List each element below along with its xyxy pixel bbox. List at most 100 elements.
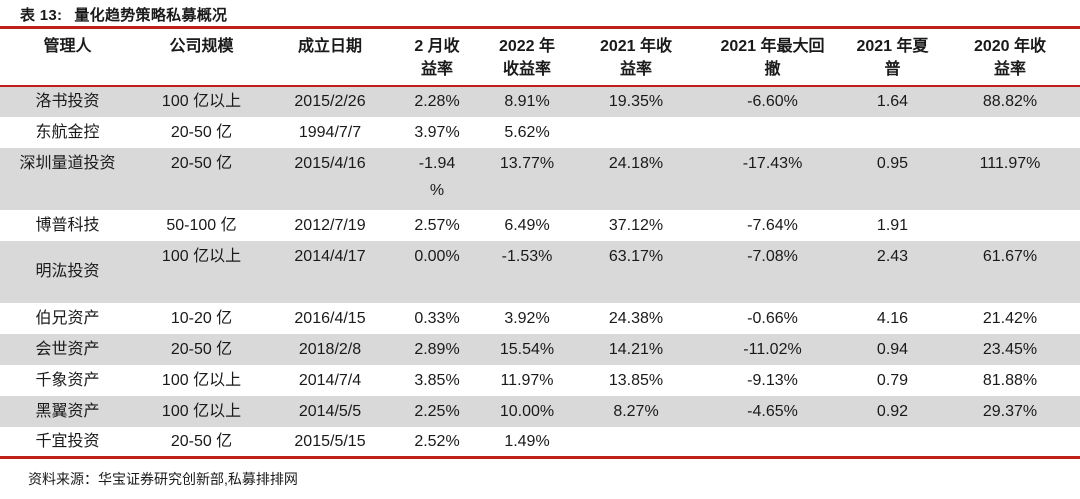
cell: 19.35%	[608, 93, 664, 110]
cell	[940, 427, 1080, 458]
cell: 3.85%	[414, 371, 460, 389]
cell: 2.57%	[414, 216, 460, 234]
column-header-8: 2020 年收 益率	[973, 38, 1047, 78]
cell: 8.91%	[504, 93, 550, 110]
cell: 0.33%	[414, 309, 460, 327]
cell: 11.97%	[500, 371, 554, 389]
cell: 100 亿以上	[161, 371, 242, 389]
table-number-label: 表 13:	[20, 7, 63, 24]
column-header-3: 2 月收 益率	[414, 38, 460, 78]
cell: 2015/4/16	[294, 154, 366, 172]
table-body: 洛书投资 100 亿以上 2015/2/26 2.28% 8.91% 19.35% -6.6…	[0, 85, 1080, 458]
table-row: 千宜投资 20-50 亿 2015/5/15 2.52% 1.49%	[0, 427, 1080, 458]
cell-manager-name: 会世资产	[35, 340, 100, 358]
column-header-1: 公司规模	[169, 38, 234, 55]
cell: 21.42%	[982, 309, 1038, 327]
cell: 1.91	[876, 216, 909, 234]
cell	[845, 427, 940, 458]
cell	[700, 117, 845, 148]
cell: 2.89%	[414, 340, 460, 358]
cell-manager-name: 博普科技	[35, 216, 100, 234]
column-header-7: 2021 年夏 普	[856, 38, 929, 78]
cell: 2015/5/15	[294, 432, 366, 450]
cell: 24.38%	[608, 309, 664, 327]
cell: 88.82%	[982, 93, 1038, 110]
cell: 0.92	[876, 402, 909, 420]
cell: 4.16	[876, 309, 909, 327]
cell-manager-name: 黑翼资产	[35, 402, 100, 420]
cell: 5.62%	[504, 123, 550, 141]
cell-manager-name: 明汯投资	[35, 263, 100, 280]
cell	[572, 117, 700, 148]
cell: 1994/7/7	[298, 123, 362, 141]
cell: 20-50 亿	[170, 432, 233, 450]
column-header-5: 2021 年收 益率	[599, 38, 673, 78]
cell: 61.67%	[982, 247, 1038, 265]
cell: 0.95	[876, 154, 909, 172]
cell: 0.00%	[414, 247, 460, 265]
cell: 15.54%	[499, 340, 555, 358]
cell: 3.92%	[504, 309, 550, 327]
cell: 2.25%	[414, 402, 460, 420]
cell: 2014/4/17	[294, 247, 366, 265]
cell: -11.02%	[743, 340, 802, 358]
page-title: 量化趋势策略私募概况	[74, 7, 228, 24]
cell: 2016/4/15	[294, 309, 366, 327]
table-row: 会世资产 20-50 亿 2018/2/8 2.89% 15.54% 14.21% -11.…	[0, 333, 1080, 365]
column-header-4: 2022 年 收益率	[498, 38, 556, 78]
cell: 10-20 亿	[170, 309, 233, 327]
cell: 8.27%	[613, 402, 659, 420]
cell-manager-name: 千象资产	[35, 371, 100, 389]
cell-manager-name: 伯兄资产	[35, 309, 100, 327]
table-row: 黑翼资产 100 亿以上 2014/5/5 2.25% 10.00% 8.27% -4.65…	[0, 395, 1080, 427]
cell: -4.65%	[747, 402, 798, 420]
cell: 2014/7/4	[298, 371, 362, 389]
cell-manager-name: 深圳量道投资	[19, 154, 116, 172]
table-row: 东航金控 20-50 亿 1994/7/7 3.97% 5.62%	[0, 117, 1080, 148]
cell: 37.12%	[608, 216, 664, 234]
cell	[940, 117, 1080, 148]
table-row: 博普科技 50-100 亿 2012/7/19 2.57% 6.49% 37.12% -7.…	[0, 210, 1080, 241]
table-header: 管理人 公司规模 成立日期 2 月收 益率 2022 年 收益率 2021 年收 益率 20…	[0, 28, 1080, 86]
cell: 81.88%	[982, 371, 1038, 389]
cell: -1.53%	[501, 247, 553, 265]
cell: -7.64%	[747, 216, 798, 234]
cell: 3.97%	[414, 123, 460, 141]
cell: 100 亿以上	[161, 93, 242, 110]
table-row: 伯兄资产 10-20 亿 2016/4/15 0.33% 3.92% 24.38% -0.6…	[0, 303, 1080, 334]
cell: 1.64	[876, 93, 909, 110]
cell-manager-name: 东航金控	[35, 123, 100, 141]
cell-manager-name: 洛书投资	[35, 93, 100, 110]
cell: 2018/2/8	[298, 340, 362, 358]
cell: 20-50 亿	[170, 154, 233, 172]
table-row: 明汯投资 100 亿以上 2014/4/17 0.00% -1.53% 63.17% -7.…	[0, 240, 1080, 303]
cell	[940, 210, 1080, 241]
column-header-0: 管理人	[43, 38, 92, 55]
table-row: 千象资产 100 亿以上 2014/7/4 3.85% 11.97% 13.85% -9.1…	[0, 365, 1080, 396]
cell: -7.08%	[747, 247, 798, 265]
cell: 2015/2/26	[294, 93, 366, 110]
cell	[845, 117, 940, 148]
cell: 100 亿以上	[161, 247, 242, 265]
cell: 100 亿以上	[161, 402, 242, 420]
cell: 0.79	[876, 371, 909, 389]
cell: 29.37%	[982, 402, 1038, 420]
table-caption: 表 13: 量化趋势策略私募概况	[0, 0, 1080, 26]
cell: 13.85%	[608, 371, 664, 389]
cell: -1.94 %	[418, 154, 456, 199]
column-header-2: 成立日期	[297, 38, 362, 55]
cell: 2.43	[876, 247, 909, 265]
cell: 2.28%	[414, 93, 460, 110]
cell: -9.13%	[747, 371, 798, 389]
table-row: 洛书投资 100 亿以上 2015/2/26 2.28% 8.91% 19.35% -6.6…	[0, 85, 1080, 117]
header-row: 管理人 公司规模 成立日期 2 月收 益率 2022 年 收益率 2021 年收 益率 20…	[0, 28, 1080, 86]
cell: 111.97%	[979, 154, 1041, 172]
cell: 20-50 亿	[170, 340, 233, 358]
column-header-6: 2021 年最大回 撤	[720, 38, 825, 78]
cell: 2.52%	[414, 432, 460, 450]
cell: -17.43%	[742, 154, 803, 172]
cell: 6.49%	[504, 216, 550, 234]
cell-manager-name: 千宜投资	[35, 432, 100, 450]
cell: 2014/5/5	[298, 402, 362, 420]
